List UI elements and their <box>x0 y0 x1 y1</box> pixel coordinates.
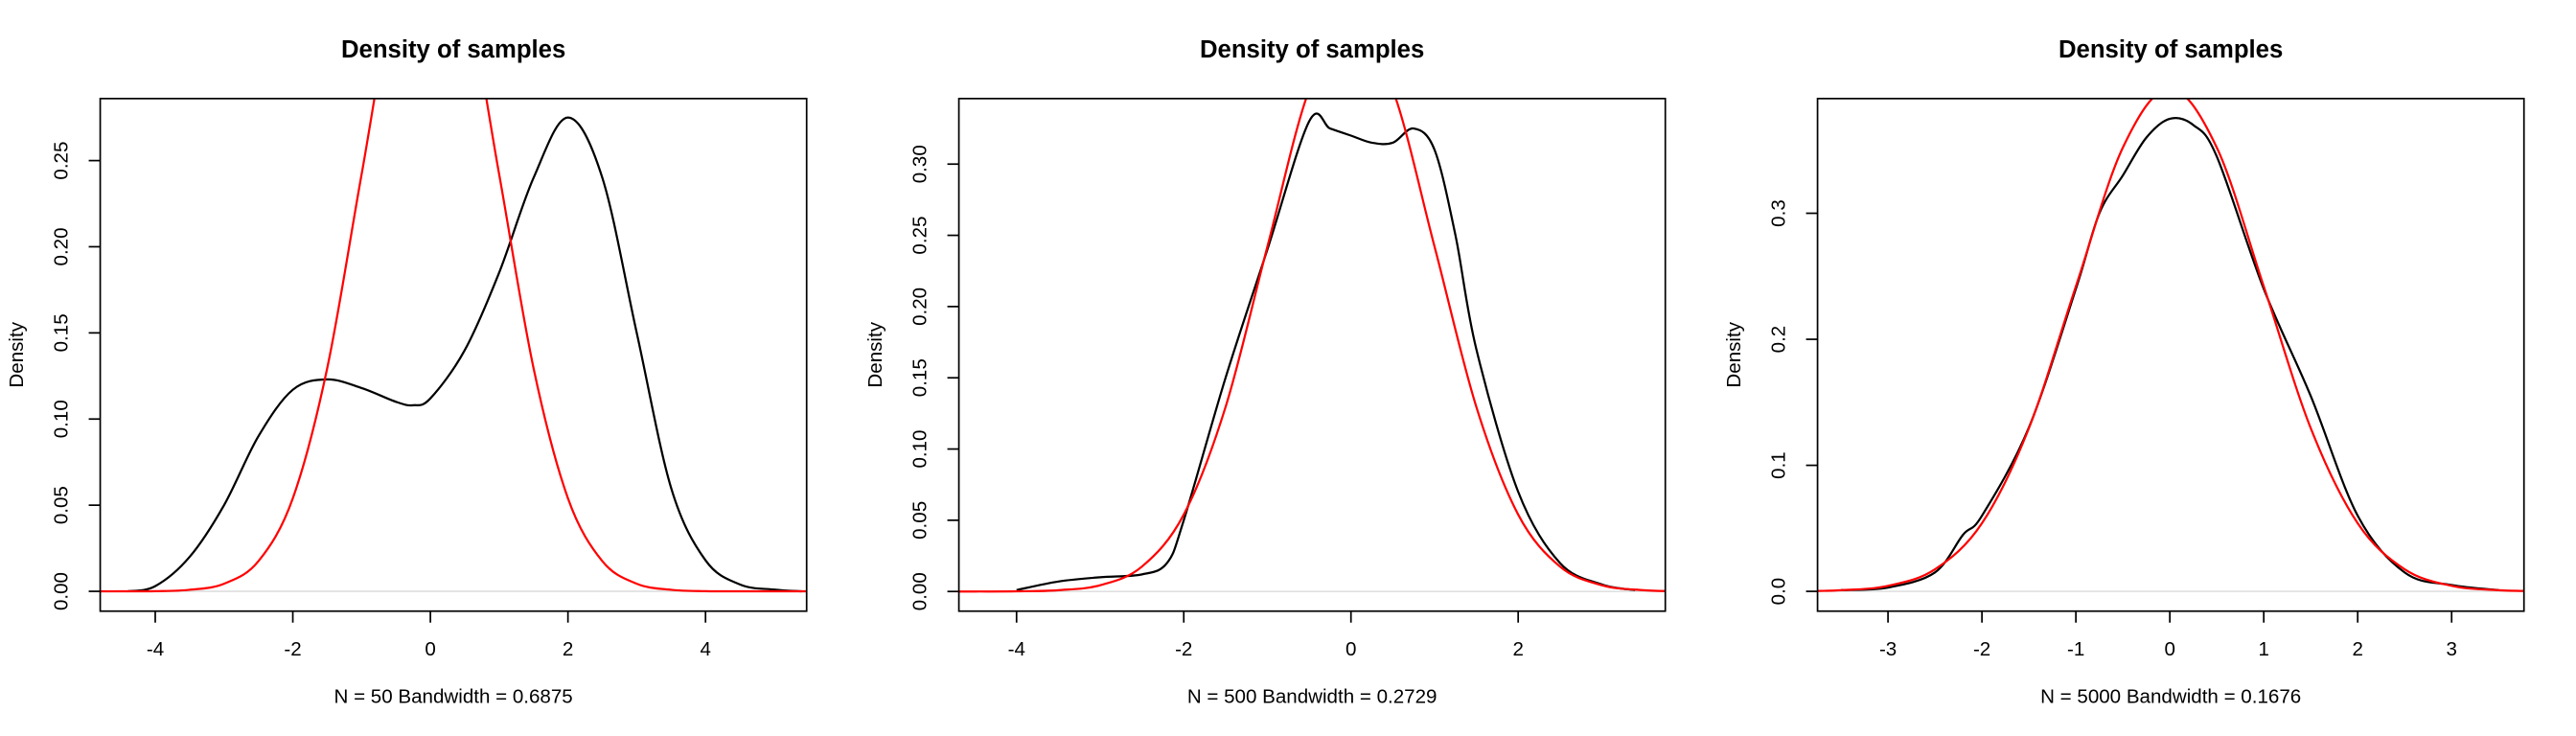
x-tick-label: 3 <box>2447 638 2457 660</box>
plot-frame <box>957 98 1667 612</box>
y-tick-label: 0.25 <box>50 142 72 180</box>
x-tick-label: 2 <box>1512 638 1523 660</box>
y-tick-label: 0.20 <box>908 288 931 326</box>
x-tick-label: -2 <box>1973 638 1990 660</box>
panel: Density of samples N = 500 Bandwidth = 0.… <box>864 36 1667 708</box>
y-tick-label: 0.10 <box>50 400 72 438</box>
panel: Density of samples N = 50 Bandwidth = 0.6… <box>6 36 808 708</box>
x-tick-label: 0 <box>2164 638 2174 660</box>
chart-title: Density of samples <box>1200 36 1424 63</box>
x-tick-label: 4 <box>700 638 710 660</box>
y-tick-label: 0.00 <box>908 572 931 610</box>
plot-frame <box>1816 98 2525 612</box>
y-tick-label: 0.1 <box>1767 451 1789 479</box>
x-tick-label: 2 <box>563 638 573 660</box>
y-axis-label: Density <box>864 321 886 387</box>
density-line <box>1016 112 1636 591</box>
x-tick-label: -2 <box>284 638 301 660</box>
x-tick-label: 0 <box>425 638 435 660</box>
y-tick-label: 0.15 <box>908 358 931 397</box>
x-tick-label: -4 <box>147 638 164 660</box>
y-tick-label: 0.3 <box>1767 199 1789 227</box>
x-axis-label: N = 5000 Bandwidth = 0.1676 <box>2040 686 2301 708</box>
y-axis-label: Density <box>6 321 28 387</box>
y-tick-label: 0.25 <box>908 217 931 255</box>
chart-title: Density of samples <box>341 36 565 63</box>
chart-title: Density of samples <box>2058 36 2283 63</box>
x-tick-label: 2 <box>2352 638 2362 660</box>
x-tick-label: -3 <box>1879 638 1897 660</box>
density-line <box>127 116 802 593</box>
x-tick-label: -4 <box>1008 638 1025 660</box>
y-tick-label: 0.10 <box>908 430 931 469</box>
x-axis-label: N = 50 Bandwidth = 0.6875 <box>334 686 573 708</box>
y-axis-label: Density <box>1723 321 1745 387</box>
y-tick-label: 0.15 <box>50 313 72 352</box>
x-tick-label: -1 <box>2067 638 2084 660</box>
density-line <box>1841 116 2499 591</box>
x-tick-label: 1 <box>2258 638 2268 660</box>
x-tick-label: 0 <box>1346 638 1356 660</box>
y-tick-label: 0.05 <box>50 486 72 524</box>
y-tick-label: 0.20 <box>50 227 72 265</box>
y-tick-label: 0.00 <box>50 572 72 610</box>
density-line <box>100 98 807 593</box>
y-tick-label: 0.30 <box>908 145 931 183</box>
x-tick-label: -2 <box>1175 638 1192 660</box>
density-line <box>1817 98 2524 592</box>
plot-frame <box>99 98 808 612</box>
panel: Density of samples N = 5000 Bandwidth = 0… <box>1723 36 2525 708</box>
y-tick-label: 0.2 <box>1767 326 1789 354</box>
x-axis-label: N = 500 Bandwidth = 0.2729 <box>1187 686 1438 708</box>
y-tick-label: 0.05 <box>908 501 931 540</box>
y-tick-label: 0.0 <box>1767 578 1789 606</box>
density-line <box>958 98 1666 593</box>
